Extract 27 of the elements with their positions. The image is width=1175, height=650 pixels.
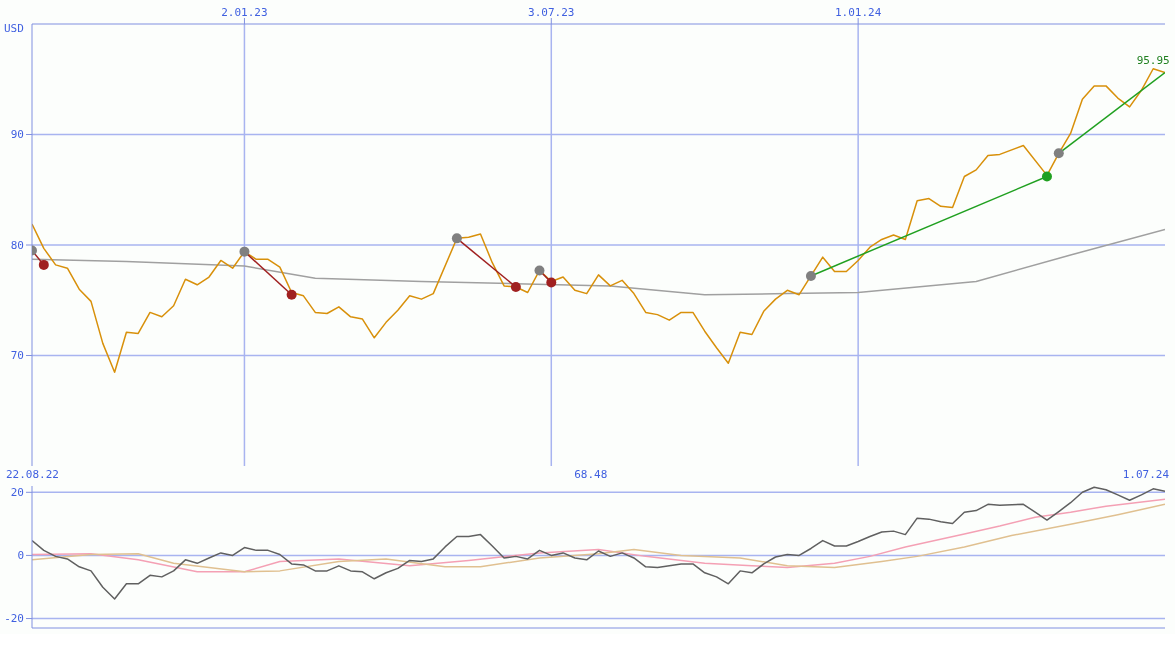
point xyxy=(510,281,521,292)
text: 1.07.24 xyxy=(1122,468,1169,483)
line-series xyxy=(32,486,1165,600)
x-tick-label: 1.01.24 xyxy=(834,6,882,19)
point xyxy=(1053,148,1064,159)
point xyxy=(546,277,557,288)
x-tick-label: 3.07.23 xyxy=(528,6,575,19)
y-tick-label: 0 xyxy=(17,549,24,563)
y-tick-label: 70 xyxy=(10,349,24,363)
text: 68.48 xyxy=(574,468,608,483)
point xyxy=(1041,171,1052,182)
annotation: 95.95 xyxy=(1136,53,1170,67)
y-axis-title: USD xyxy=(4,22,24,35)
y-tick-label: 20 xyxy=(10,486,24,500)
point xyxy=(534,265,545,276)
point xyxy=(239,246,250,257)
point xyxy=(805,270,816,281)
y-tick-label: 90 xyxy=(10,128,24,142)
text: 22.08.22 xyxy=(6,468,59,483)
point xyxy=(451,233,462,244)
y-tick-label: -20 xyxy=(4,612,24,626)
point xyxy=(38,259,49,270)
line-series xyxy=(32,228,1165,296)
y-tick-label: 80 xyxy=(10,238,24,252)
point xyxy=(286,289,297,300)
line-series xyxy=(32,68,1165,374)
x-tick-label: 2.01.23 xyxy=(221,6,268,19)
